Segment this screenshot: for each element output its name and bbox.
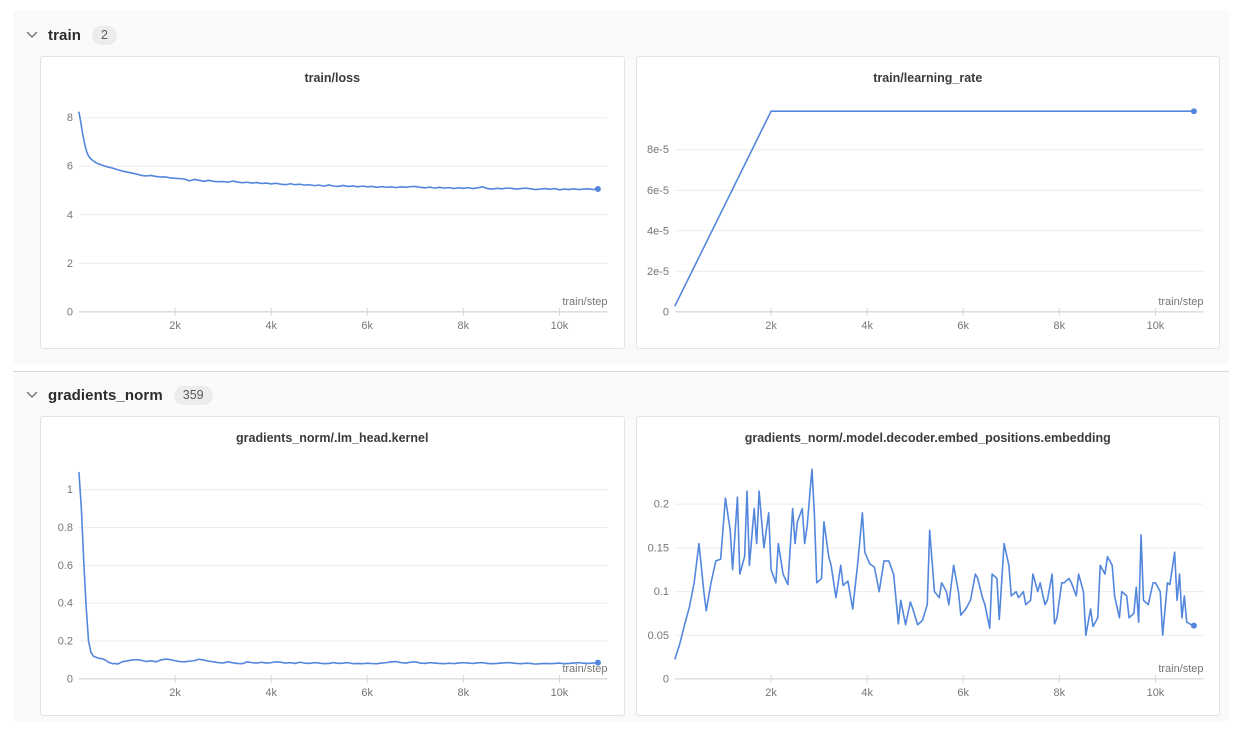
x-axis-label: train/step xyxy=(562,296,607,308)
y-tick-label: 0 xyxy=(67,306,73,318)
y-tick-label: 0.6 xyxy=(58,560,73,572)
y-tick-label: 4 xyxy=(67,209,73,221)
end-point-dot xyxy=(1190,108,1197,115)
y-tick-label: 2 xyxy=(67,258,73,270)
line-chart-train-loss[interactable]: 0 2 4 6 8 2k 4k 6k 8k 10k train/step xyxy=(41,97,624,346)
x-tick-label: 10k xyxy=(551,687,569,699)
y-tick-label: 8e-5 xyxy=(646,144,668,156)
x-tick-label: 6k xyxy=(957,687,969,699)
section-title: train xyxy=(48,26,82,44)
y-tick-label: 0.15 xyxy=(647,542,668,554)
x-tick-label: 8k xyxy=(458,687,470,699)
x-tick-label: 10k xyxy=(551,320,569,332)
y-tick-label: 0 xyxy=(662,306,668,318)
x-tick-label: 4k xyxy=(861,687,873,699)
chevron-down-icon[interactable] xyxy=(25,388,39,402)
section-title: gradients_norm xyxy=(48,386,163,404)
panel-gradients-embed-positions[interactable]: gradients_norm/.model.decoder.embed_posi… xyxy=(635,416,1220,716)
x-tick-label: 8k xyxy=(1053,687,1065,699)
x-tick-label: 2k xyxy=(765,687,777,699)
panel-train-loss[interactable]: train/loss 0 2 4 6 8 2k 4k 6k 8k 10k train/step xyxy=(40,56,625,349)
x-tick-label: 4k xyxy=(861,320,873,332)
end-point-dot xyxy=(594,659,601,666)
series-line xyxy=(673,468,1195,660)
end-point-dot xyxy=(594,186,601,193)
line-chart-embed-positions[interactable]: 0 0.05 0.1 0.15 0.2 2k 4k 6k 8k 10k train/step xyxy=(637,457,1220,713)
x-tick-label: 4k xyxy=(265,687,277,699)
y-tick-label: 0 xyxy=(662,673,668,685)
panel-count-badge: 359 xyxy=(173,385,213,405)
x-axis-label: train/step xyxy=(1158,663,1203,675)
x-tick-label: 8k xyxy=(458,320,470,332)
y-tick-label: 0.4 xyxy=(58,598,73,610)
x-tick-label: 6k xyxy=(957,320,969,332)
y-tick-label: 8 xyxy=(67,112,73,124)
y-tick-label: 0.1 xyxy=(653,586,668,598)
panel-count-badge: 2 xyxy=(92,25,117,45)
panel-gradients-lm-head-kernel[interactable]: gradients_norm/.lm_head.kernel 0 0.2 0.4 0.… xyxy=(40,416,625,716)
panel-row: gradients_norm/.lm_head.kernel 0 0.2 0.4 0.… xyxy=(13,416,1229,722)
y-tick-label: 0.2 xyxy=(58,636,73,648)
x-tick-label: 2k xyxy=(169,687,181,699)
panel-train-learning-rate[interactable]: train/learning_rate 0 2e-5 4e-5 6e-5 8e-5 2k 4… xyxy=(635,56,1220,349)
x-tick-label: 6k xyxy=(361,687,373,699)
section-train: train 2 train/loss 0 2 4 6 8 2k 4k 6k 8k 10k train… xyxy=(13,10,1229,364)
end-point-dot xyxy=(1190,622,1197,629)
chart-title: gradients_norm/.model.decoder.embed_posi… xyxy=(744,431,1111,445)
y-tick-label: 6e-5 xyxy=(646,185,668,197)
y-tick-label: 1 xyxy=(67,484,73,496)
section-train-header[interactable]: train 2 xyxy=(13,10,1229,56)
y-tick-label: 4e-5 xyxy=(646,225,668,237)
y-tick-label: 0.2 xyxy=(653,499,668,511)
y-tick-label: 0.8 xyxy=(58,522,73,534)
panel-row: train/loss 0 2 4 6 8 2k 4k 6k 8k 10k train/step tr… xyxy=(13,56,1229,364)
x-tick-label: 4k xyxy=(265,320,277,332)
chart-title: gradients_norm/.lm_head.kernel xyxy=(236,431,429,445)
y-tick-label: 0.05 xyxy=(647,630,668,642)
y-tick-label: 0 xyxy=(67,673,73,685)
series-line xyxy=(78,111,599,191)
chevron-down-icon[interactable] xyxy=(25,28,39,42)
section-gradients-norm-header[interactable]: gradients_norm 359 xyxy=(13,372,1229,416)
x-tick-label: 10k xyxy=(1146,687,1164,699)
chart-title: train/loss xyxy=(304,71,361,85)
x-axis-label: train/step xyxy=(562,663,607,675)
x-tick-label: 10k xyxy=(1146,320,1164,332)
series-line xyxy=(673,110,1195,307)
y-tick-label: 2e-5 xyxy=(646,266,668,278)
y-tick-label: 6 xyxy=(67,161,73,173)
line-chart-lm-head-kernel[interactable]: 0 0.2 0.4 0.6 0.8 1 2k 4k 6k 8k 10k train/step xyxy=(41,457,624,713)
x-tick-label: 2k xyxy=(765,320,777,332)
x-tick-label: 6k xyxy=(361,320,373,332)
chart-title: train/learning_rate xyxy=(873,71,983,85)
x-axis-label: train/step xyxy=(1158,296,1203,308)
x-tick-label: 8k xyxy=(1053,320,1065,332)
x-tick-label: 2k xyxy=(169,320,181,332)
panel-bank: train 2 train/loss 0 2 4 6 8 2k 4k 6k 8k 10k train… xyxy=(13,10,1229,722)
series-line xyxy=(78,471,599,665)
line-chart-train-learning-rate[interactable]: 0 2e-5 4e-5 6e-5 8e-5 2k 4k 6k 8k 10k train/step xyxy=(637,97,1220,346)
section-gradients-norm: gradients_norm 359 gradients_norm/.lm_he… xyxy=(13,371,1229,722)
